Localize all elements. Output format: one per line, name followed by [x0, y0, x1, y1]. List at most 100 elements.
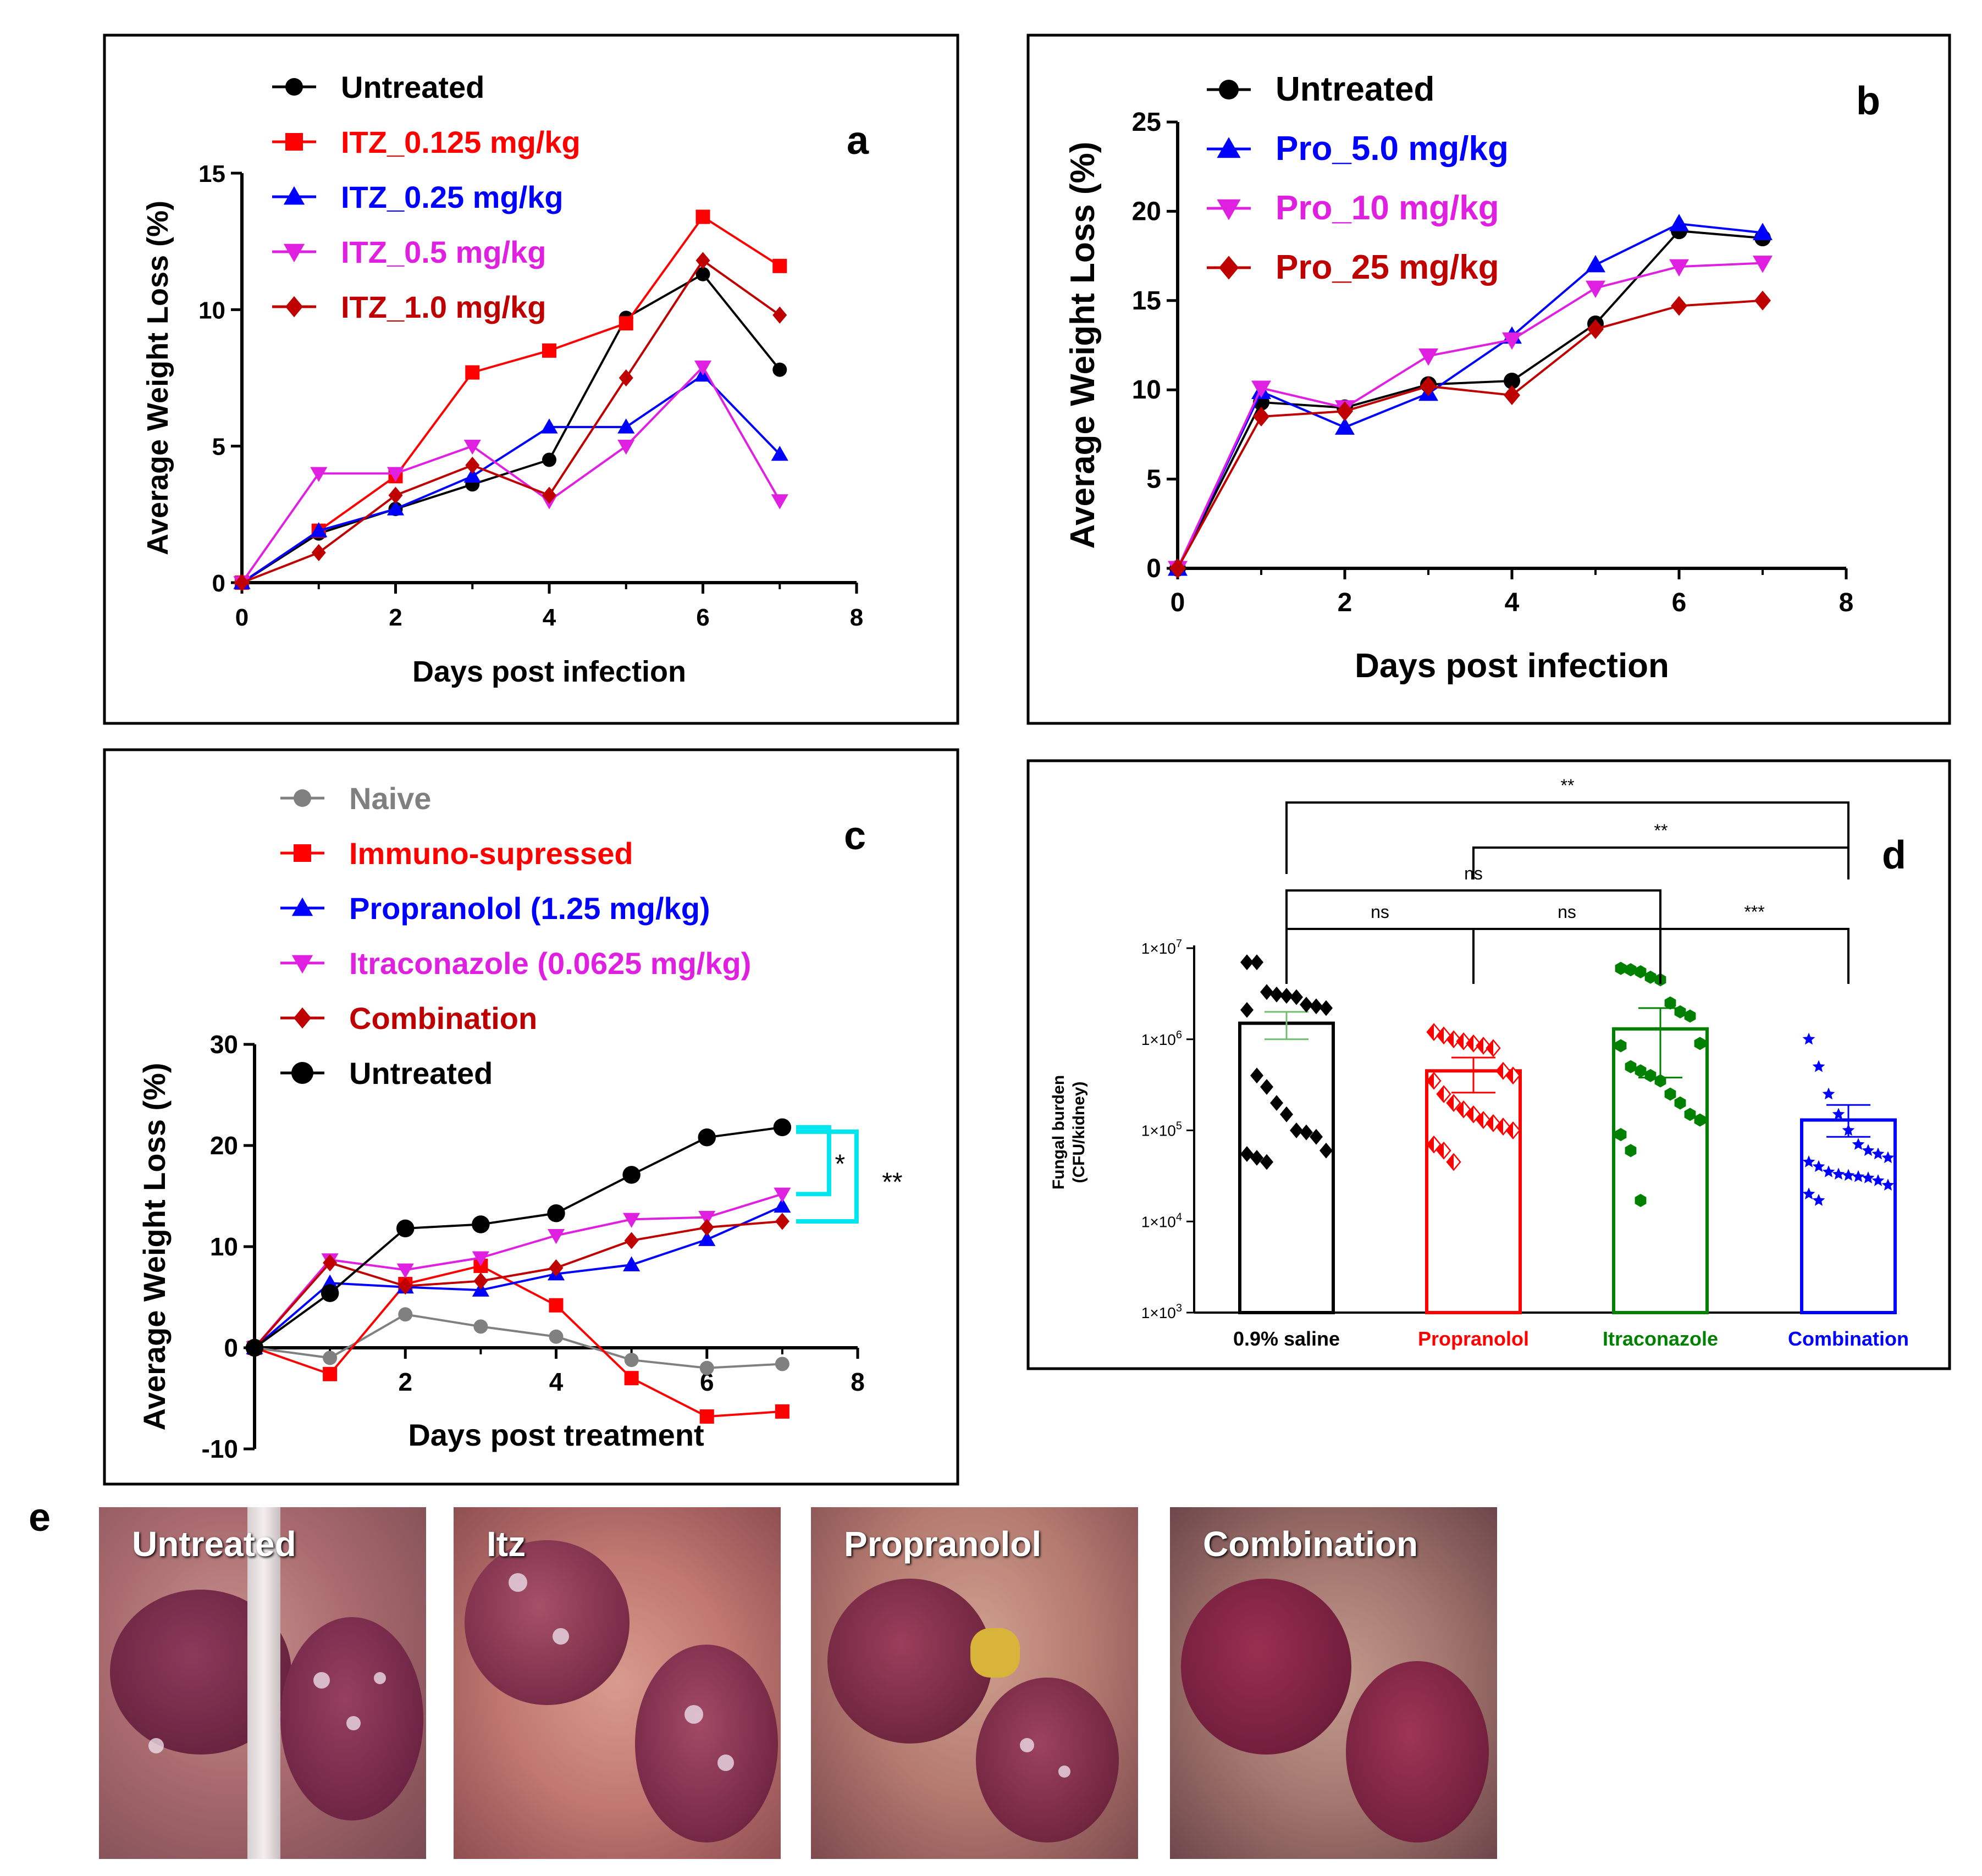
data-point — [1671, 296, 1687, 316]
data-point — [1862, 1171, 1875, 1183]
data-point — [775, 1213, 790, 1230]
data-point — [775, 1357, 790, 1371]
y-tick-label: 30 — [210, 1030, 238, 1059]
data-point — [622, 1166, 641, 1184]
x-tick-label: 2 — [1338, 588, 1352, 617]
panel-e-label: e — [29, 1496, 51, 1540]
data-point — [1644, 970, 1657, 984]
y-tick-label: 10 — [1132, 375, 1161, 405]
data-point — [695, 252, 710, 269]
x-tick-label: 8 — [851, 1368, 865, 1396]
series-line-0 — [254, 1313, 782, 1369]
lesion-spot — [717, 1755, 734, 1771]
bar — [1800, 1118, 1897, 1314]
data-point — [1615, 1128, 1627, 1142]
data-point — [1270, 986, 1283, 1003]
data-point — [1446, 1153, 1461, 1171]
legend-marker — [294, 844, 311, 862]
data-point — [1240, 954, 1254, 971]
legend-label: Naive — [349, 781, 431, 816]
kidney-shape — [635, 1645, 778, 1842]
panel-d-chart: 1×103 1×104 1×105 1×106 1×107 Fungal burden (C… — [1050, 776, 1909, 1350]
y-tick-label: 1×105 — [1141, 1120, 1182, 1139]
y-tick-label: 1×103 — [1141, 1302, 1182, 1321]
data-point — [1654, 1074, 1666, 1088]
data-point — [1504, 385, 1520, 405]
photo-untreated: Untreated — [99, 1507, 426, 1859]
y-tick-label: -10 — [202, 1435, 238, 1463]
legend-label: ITZ_0.5 mg/kg — [341, 235, 546, 269]
legend-label: ITZ_1.0 mg/kg — [341, 290, 546, 324]
data-point — [1669, 259, 1689, 277]
legend-label: Untreated — [349, 1056, 493, 1091]
comparison-label: ns — [1371, 902, 1389, 922]
data-point — [695, 267, 710, 281]
panel-b-frame — [1026, 34, 1951, 725]
data-point — [1270, 1095, 1283, 1111]
data-point — [1505, 1066, 1521, 1085]
photo-label-combination: Combination — [1203, 1524, 1418, 1564]
data-point — [1290, 989, 1303, 1005]
data-point — [1635, 1194, 1647, 1208]
data-point — [321, 1284, 339, 1302]
data-point — [1505, 1121, 1521, 1139]
legend-label: Untreated — [341, 70, 484, 104]
comparison-bracket — [1659, 928, 1850, 984]
lesion-spot — [1058, 1766, 1070, 1778]
panel-d-frame — [1026, 759, 1951, 1370]
data-point — [549, 1259, 564, 1277]
lesion-spot — [374, 1672, 386, 1684]
y-tick-label: 15 — [198, 161, 225, 187]
data-point — [1420, 376, 1437, 396]
legend-marker — [285, 296, 303, 318]
data-point-fill — [1467, 1106, 1473, 1122]
data-point — [774, 1187, 791, 1203]
legend-marker — [285, 78, 303, 96]
data-point-fill — [1487, 1040, 1493, 1056]
x-tick-label: 8 — [850, 604, 863, 631]
comparison-bracket — [1285, 801, 1850, 874]
series-line-0 — [1177, 230, 1763, 569]
legend-label: ITZ_0.25 mg/kg — [341, 180, 564, 214]
data-point — [1310, 1128, 1323, 1145]
legend-marker — [294, 789, 311, 807]
data-point — [1615, 1039, 1627, 1053]
data-point — [1586, 280, 1605, 298]
y-tick-label: 10 — [198, 297, 225, 324]
data-point — [699, 1360, 714, 1375]
x-tick-label: 0 — [235, 604, 249, 631]
significance-bracket-outer — [796, 1129, 859, 1224]
series-line-1 — [254, 1264, 783, 1418]
data-point-fill — [1437, 1086, 1444, 1102]
data-point — [1426, 1135, 1442, 1154]
fat-tissue-shape — [970, 1628, 1020, 1678]
lesion-spot — [313, 1672, 330, 1689]
comparison-bracket — [1285, 928, 1475, 984]
comparison-label: ns — [1558, 902, 1576, 922]
data-point — [1300, 1124, 1313, 1141]
data-point-fill — [1477, 1112, 1483, 1128]
data-point — [473, 1319, 488, 1334]
data-point — [1881, 1151, 1895, 1164]
data-point — [1625, 1144, 1637, 1158]
data-point — [549, 1329, 564, 1344]
y-tick-label: 25 — [1132, 108, 1161, 137]
lesion-spot — [509, 1573, 527, 1592]
data-point — [1802, 1155, 1815, 1167]
series-line-2 — [1177, 262, 1763, 569]
kidney-shape — [1346, 1661, 1489, 1842]
series-line-4 — [253, 1220, 783, 1349]
data-point — [473, 1272, 488, 1290]
y-tick-label: 0 — [1146, 554, 1161, 583]
y-tick-label: 1×106 — [1141, 1029, 1182, 1048]
data-point — [1842, 1169, 1855, 1181]
data-point — [1669, 214, 1689, 231]
legend-marker — [294, 1007, 311, 1029]
data-point-fill — [1437, 1027, 1444, 1044]
legend-label: Untreated — [1276, 70, 1434, 108]
lesion-spot — [346, 1716, 361, 1730]
comparison-label: *** — [1744, 902, 1764, 922]
data-point — [1644, 1069, 1657, 1082]
data-point — [617, 439, 635, 455]
photo-label-propranolol: Propranolol — [844, 1524, 1042, 1564]
